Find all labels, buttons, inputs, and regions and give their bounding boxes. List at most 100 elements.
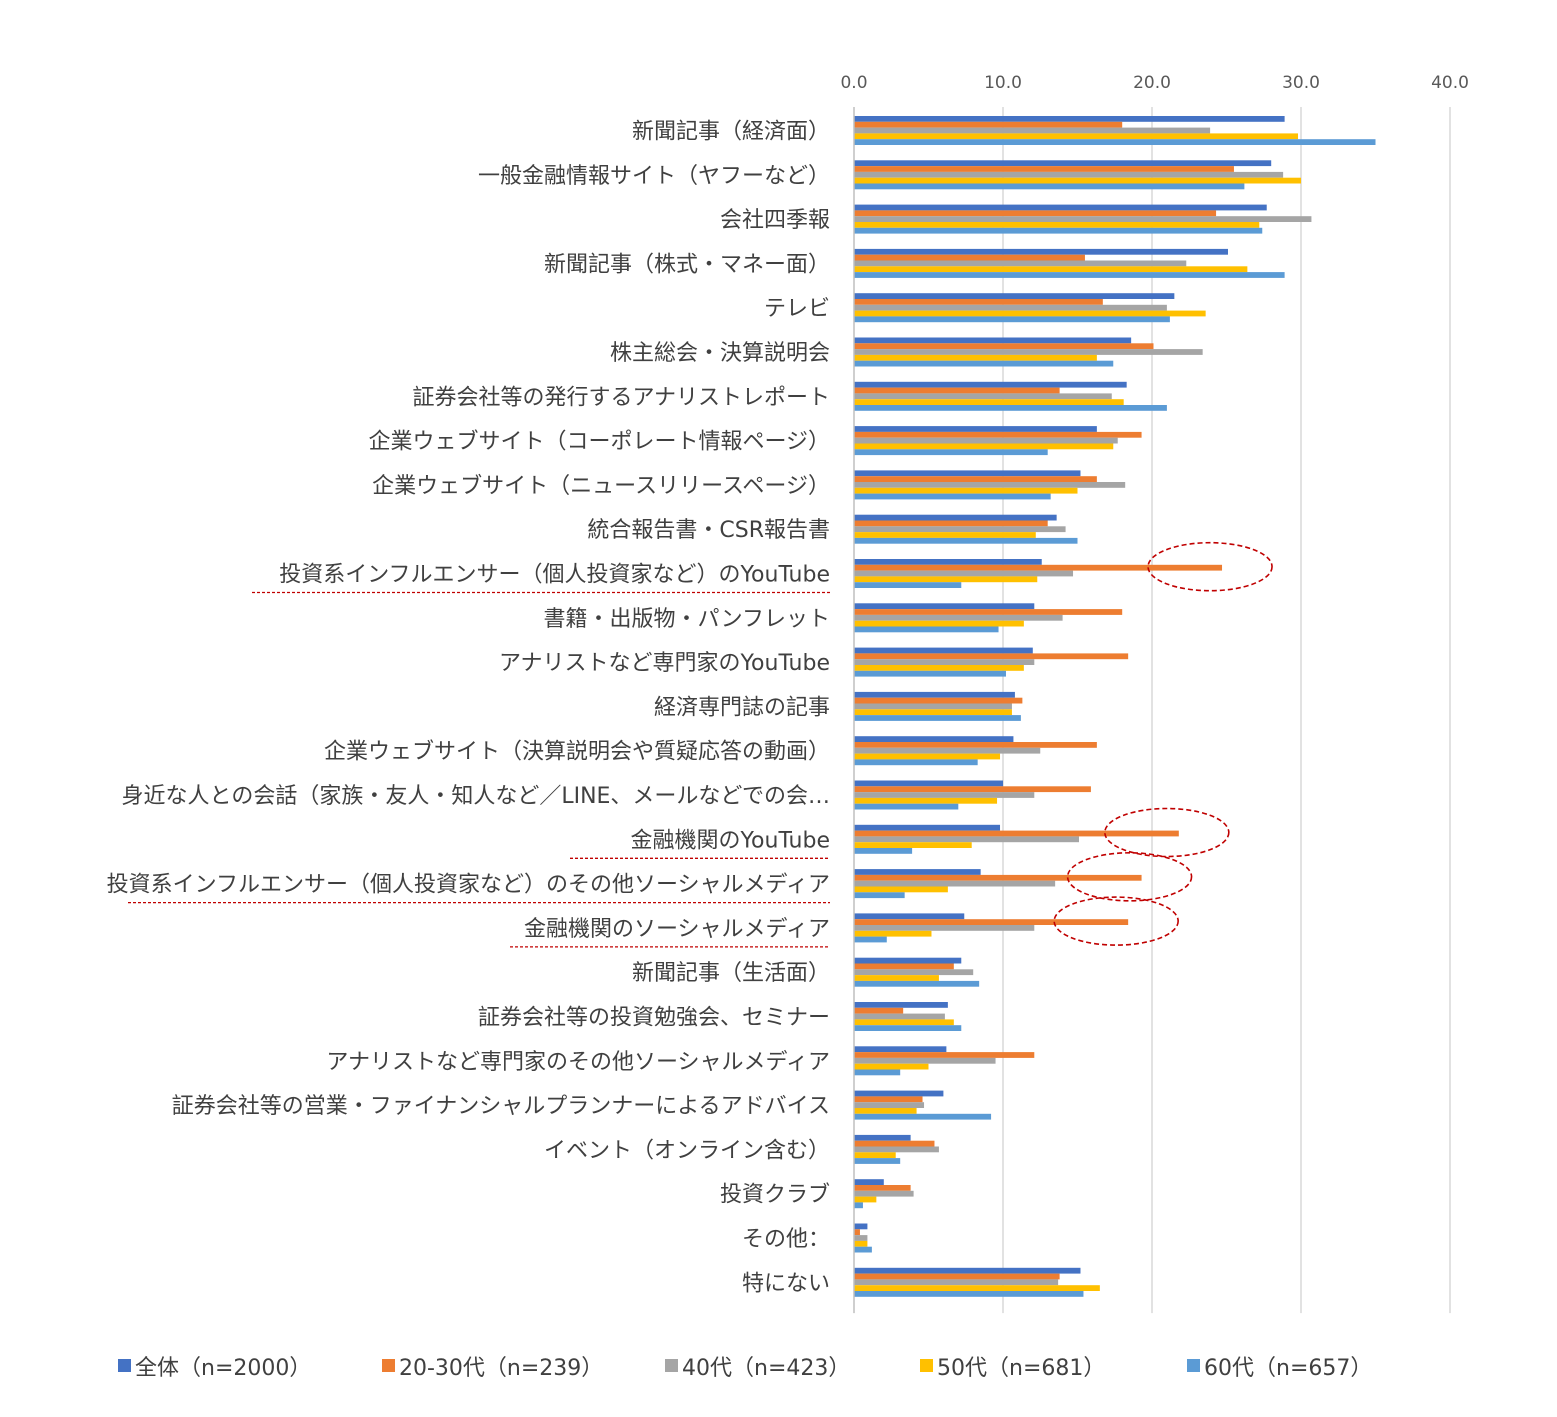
category-label: 株主総会・決算説明会 <box>610 341 830 366</box>
category-label: 投資クラブ <box>720 1183 830 1208</box>
bar <box>854 786 1091 793</box>
bar <box>854 1196 877 1203</box>
bar <box>854 703 1012 710</box>
bar <box>854 691 1015 698</box>
bar <box>854 869 981 875</box>
bar <box>854 337 1132 344</box>
bar <box>854 381 1127 388</box>
bar <box>854 559 1042 565</box>
bar <box>854 183 1245 190</box>
bar <box>854 227 1263 234</box>
bar <box>854 1179 884 1185</box>
bar <box>854 1279 1059 1286</box>
x-tick-label: 20.0 <box>1133 73 1171 93</box>
bar <box>854 886 948 893</box>
bar <box>854 260 1187 267</box>
bar <box>854 1052 1035 1058</box>
category-label: 新聞記事（生活面） <box>632 961 830 986</box>
bar <box>854 316 1170 323</box>
bar <box>854 343 1154 350</box>
category-label: 特にない <box>742 1271 830 1296</box>
bar <box>854 1229 860 1236</box>
bar <box>854 1273 1060 1280</box>
highlight-ellipse <box>1147 541 1273 592</box>
bar <box>854 653 1129 660</box>
bar <box>854 520 1048 527</box>
bar <box>854 736 1014 742</box>
bar <box>854 957 962 964</box>
bar <box>854 354 1097 361</box>
bar <box>854 514 1057 521</box>
bar <box>854 437 1118 444</box>
category-label: 書籍・出版物・パンフレット <box>544 607 830 632</box>
bar <box>854 405 1167 411</box>
category-label: 統合報告書・CSR報告書 <box>587 518 830 543</box>
bar <box>854 443 1114 450</box>
bar <box>854 1291 1084 1297</box>
bar <box>854 1102 925 1108</box>
highlight-ellipse <box>1066 851 1193 902</box>
category-label: 証券会社等の投資勉強会、セミナー <box>478 1006 830 1031</box>
bar <box>854 349 1203 355</box>
bar <box>854 493 1051 500</box>
bar <box>854 431 1142 438</box>
bar <box>854 797 998 804</box>
bar <box>854 620 1024 627</box>
bar <box>854 753 1001 760</box>
bar <box>854 697 1023 704</box>
category-label: 会社四季報 <box>720 208 830 233</box>
bar <box>854 1046 947 1053</box>
bar <box>854 1240 868 1247</box>
bar <box>854 842 972 848</box>
bar <box>854 913 965 920</box>
category-label: 投資系インフルエンサー（個人投資家など）のYouTube <box>279 563 830 588</box>
category-label: 金融機関のYouTube <box>631 828 830 853</box>
bar <box>854 715 1021 721</box>
bar <box>854 1202 863 1209</box>
bar <box>854 836 1079 843</box>
bar <box>854 1134 911 1141</box>
bar <box>854 919 1129 925</box>
legend-label: 50代（n=681） <box>937 1356 1105 1381</box>
bar <box>854 449 1048 456</box>
bar <box>854 930 932 937</box>
bar <box>854 532 1036 538</box>
bar <box>854 880 1056 887</box>
bar <box>854 139 1376 145</box>
highlight-ellipse <box>1053 896 1179 946</box>
bar <box>854 1140 935 1147</box>
bar <box>854 399 1124 405</box>
category-label: 新聞記事（経済面） <box>632 120 830 145</box>
bar <box>854 936 887 943</box>
category-label: 企業ウェブサイト（ニュースリリースページ） <box>372 474 830 499</box>
category-label: 証券会社等の発行するアナリストレポート <box>412 385 830 410</box>
bar <box>854 1063 929 1070</box>
bar <box>854 166 1234 172</box>
bar <box>854 647 1033 654</box>
bar <box>854 426 1097 432</box>
bar <box>854 1007 904 1014</box>
legend-label: 40代（n=423） <box>682 1356 850 1381</box>
legend-swatch <box>118 1359 131 1372</box>
bar <box>854 526 1066 533</box>
bar <box>854 1185 911 1191</box>
legend-swatch <box>920 1359 933 1372</box>
category-label: 金融機関のソーシャルメディア <box>524 917 830 942</box>
x-tick-label: 40.0 <box>1431 73 1469 93</box>
category-label: テレビ <box>764 297 830 322</box>
bar <box>854 1019 954 1026</box>
bar <box>854 133 1299 140</box>
category-label: その他： <box>742 1227 830 1252</box>
bar <box>854 1113 992 1120</box>
bar <box>854 360 1114 367</box>
bar <box>854 470 1081 477</box>
bar <box>854 310 1206 317</box>
bar <box>854 665 1024 671</box>
bar <box>854 476 1097 482</box>
bar <box>854 963 954 970</box>
bar <box>854 1235 868 1241</box>
bar <box>854 874 1142 881</box>
bar <box>854 576 1038 583</box>
x-tick-label: 0.0 <box>840 73 867 93</box>
